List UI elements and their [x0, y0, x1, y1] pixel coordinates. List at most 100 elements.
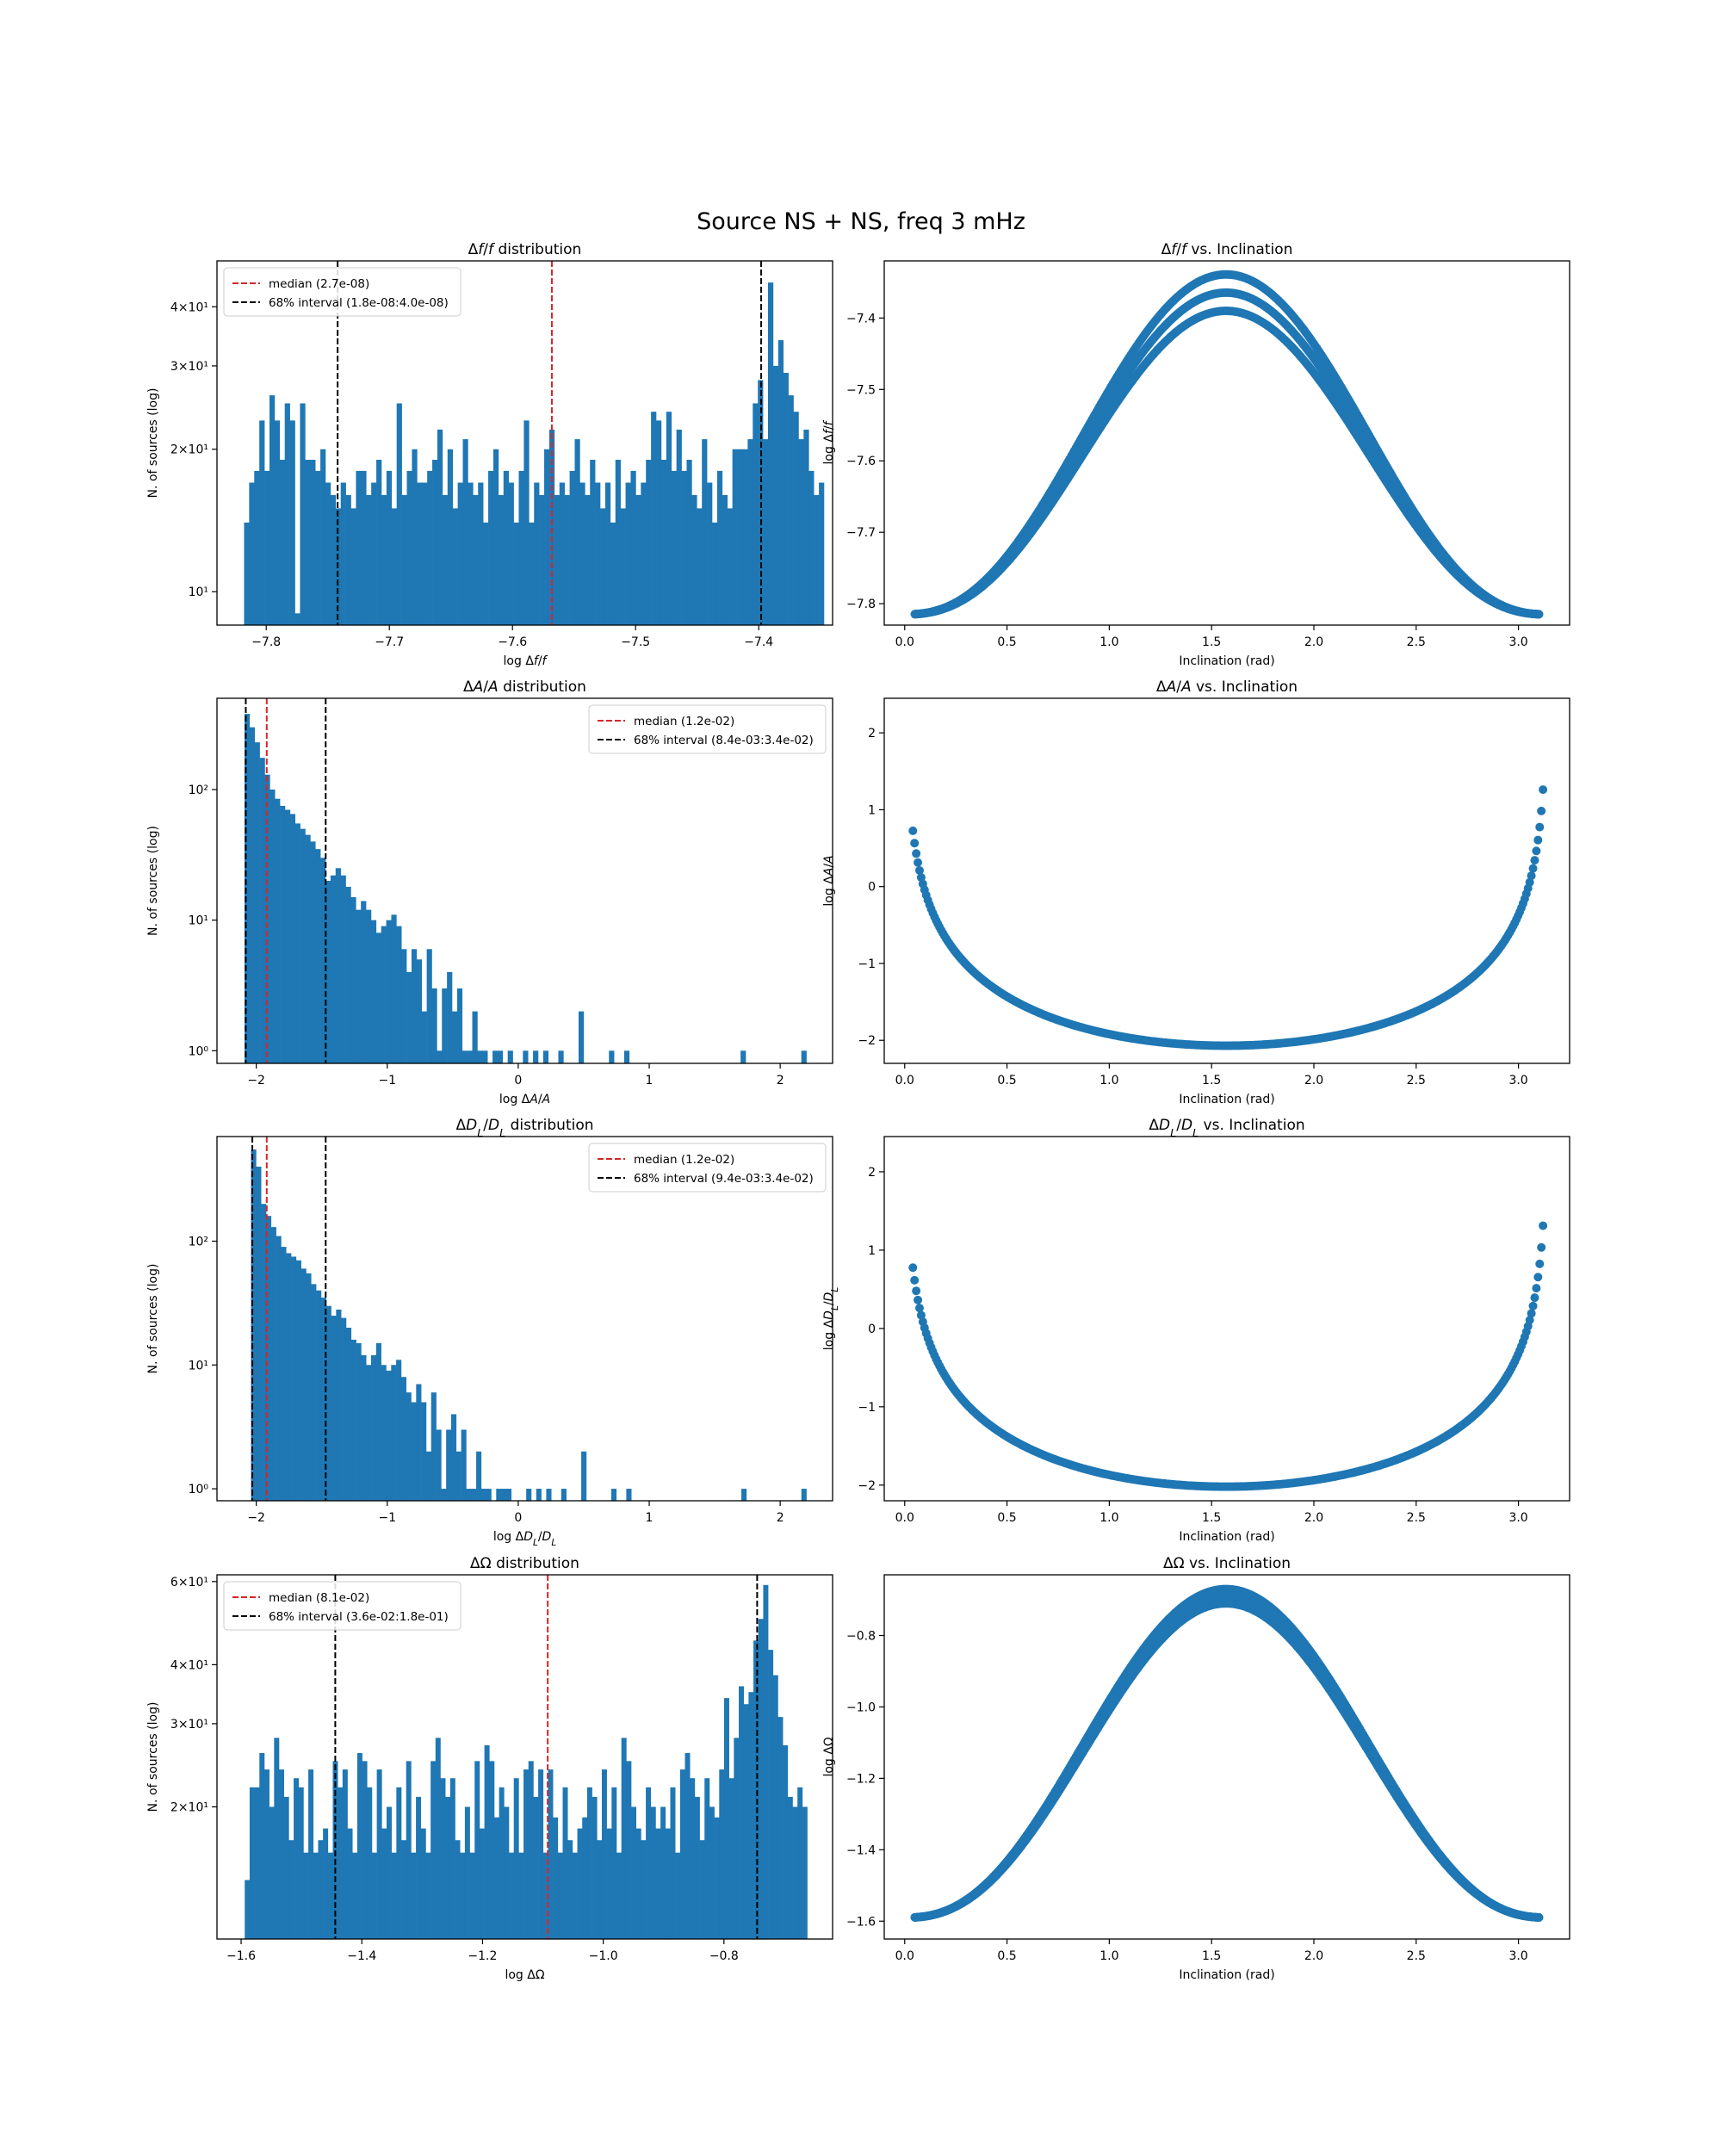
histogram-bar	[641, 482, 647, 625]
histogram-bar	[455, 1451, 461, 1501]
histogram-bar	[523, 1769, 530, 1939]
histogram-bar	[734, 1738, 740, 1939]
histogram-bar	[660, 1806, 666, 1939]
x-tick-label: 3.0	[1508, 1949, 1527, 1963]
histogram-bar	[259, 420, 265, 625]
y-tick-label: 1	[868, 1244, 876, 1258]
histogram-bar	[320, 1298, 327, 1501]
histogram-bar	[493, 1817, 499, 1939]
histogram-bar	[681, 470, 687, 625]
histogram-bar	[269, 395, 276, 625]
histogram-bar	[449, 1778, 455, 1939]
x-tick-label: 0.0	[895, 1511, 914, 1525]
histogram-bar	[411, 1402, 417, 1501]
histogram-bar	[819, 482, 825, 625]
histogram-bar	[264, 470, 270, 625]
histogram-bar	[650, 1806, 656, 1939]
axes-frame	[883, 697, 1570, 1064]
histogram-bar	[442, 988, 448, 1063]
histogram-bar	[561, 1489, 567, 1501]
x-tick-label: 2.5	[1407, 1949, 1426, 1963]
histogram-bar	[370, 920, 377, 1063]
histogram-bar	[722, 495, 728, 625]
histogram-bar	[496, 1489, 502, 1501]
scatter-point	[1539, 1221, 1548, 1230]
x-tick-label: −1.0	[589, 1949, 618, 1963]
x-tick-label: −2	[247, 1074, 265, 1087]
scatter-point	[1534, 1912, 1544, 1922]
panel-6: 0.0 0.5 1.0 1.5 2.0 2.5 3.0 −2 −1 0 1 2 ΔDL/DL vs. I…	[822, 1117, 1570, 1544]
scatter-point	[916, 1310, 926, 1320]
histogram-bar	[366, 1365, 372, 1501]
histogram-bar	[315, 849, 321, 1063]
scatter-point	[914, 1295, 923, 1304]
histogram-bar	[421, 1011, 427, 1063]
y-axis-label: log ΔDL/DL	[822, 1287, 840, 1351]
histogram-bar	[590, 459, 596, 625]
histogram-bar	[400, 1377, 406, 1501]
x-tick-label: −7.4	[744, 635, 773, 649]
histogram-bar	[562, 1787, 568, 1939]
histogram-bar	[391, 914, 397, 1063]
histogram-bar	[483, 522, 489, 625]
y-tick-label: −2	[858, 1034, 876, 1048]
histogram-bar	[595, 482, 601, 625]
x-tick-label: 1.0	[1099, 635, 1118, 649]
x-tick-label: 2.0	[1304, 1949, 1323, 1963]
x-tick-label: 0.5	[997, 1074, 1016, 1087]
histogram-bar	[727, 508, 733, 625]
x-axis-label: log ΔA/A	[499, 1093, 550, 1106]
histogram-bar	[606, 1828, 612, 1939]
histogram-bar	[660, 459, 667, 625]
histogram-bar	[310, 459, 316, 625]
histogram-bar	[772, 365, 779, 625]
scatter-point	[1528, 864, 1538, 873]
scatter-point	[1537, 1242, 1546, 1252]
histogram-bar	[401, 949, 407, 1063]
histogram-bar	[763, 439, 769, 625]
histogram-bar	[294, 823, 300, 1063]
histogram-bar	[416, 959, 423, 1063]
histogram-bar	[381, 1365, 387, 1501]
scatter-point	[1530, 856, 1539, 865]
histogram-bar	[471, 1489, 477, 1501]
x-tick-label: −1.6	[226, 1949, 256, 1963]
y-tick-label: −1.2	[846, 1772, 876, 1786]
histogram-bar	[265, 1216, 272, 1501]
x-tick-label: 0.0	[895, 635, 914, 649]
legend-frame	[223, 1581, 461, 1631]
histogram-bar	[249, 482, 255, 625]
y-tick-label: 10¹	[189, 914, 208, 928]
scatter-point	[1527, 1309, 1536, 1318]
x-tick-label: 3.0	[1508, 1074, 1527, 1087]
histogram-bar	[801, 1489, 807, 1501]
histogram-bar	[244, 714, 251, 1063]
x-axis-label: log ΔΩ	[505, 1968, 544, 1982]
histogram-bar	[396, 926, 402, 1063]
histogram-bar	[777, 1717, 784, 1939]
histogram-bar	[386, 920, 392, 1063]
scatter-point	[1533, 835, 1543, 845]
scatter-point	[1530, 1293, 1539, 1303]
histogram-bar	[604, 482, 611, 625]
histogram-bar	[578, 1011, 585, 1063]
histogram-bar	[792, 1806, 798, 1939]
y-axis-label: log ΔΩ	[822, 1737, 836, 1776]
histogram-bar	[533, 1796, 539, 1939]
histogram-bar	[513, 522, 519, 625]
histogram-bar	[308, 1769, 314, 1939]
legend-interval-label: 68% interval (3.6e-02:1.8e-01)	[269, 1610, 449, 1624]
histogram-bar	[274, 1738, 280, 1939]
histogram-bar	[466, 1489, 472, 1501]
histogram-bar	[518, 470, 524, 625]
histogram-bar	[793, 412, 799, 625]
histogram-bar	[280, 805, 286, 1063]
histogram-bar	[492, 1050, 499, 1063]
histogram-bar	[484, 1745, 490, 1939]
histogram-bar	[361, 470, 367, 625]
x-tick-label: −1	[378, 1074, 396, 1087]
histogram-bar	[670, 1787, 676, 1939]
histogram-bar	[655, 1828, 661, 1939]
scatter-point	[908, 826, 918, 835]
histogram-bar	[316, 1290, 322, 1501]
